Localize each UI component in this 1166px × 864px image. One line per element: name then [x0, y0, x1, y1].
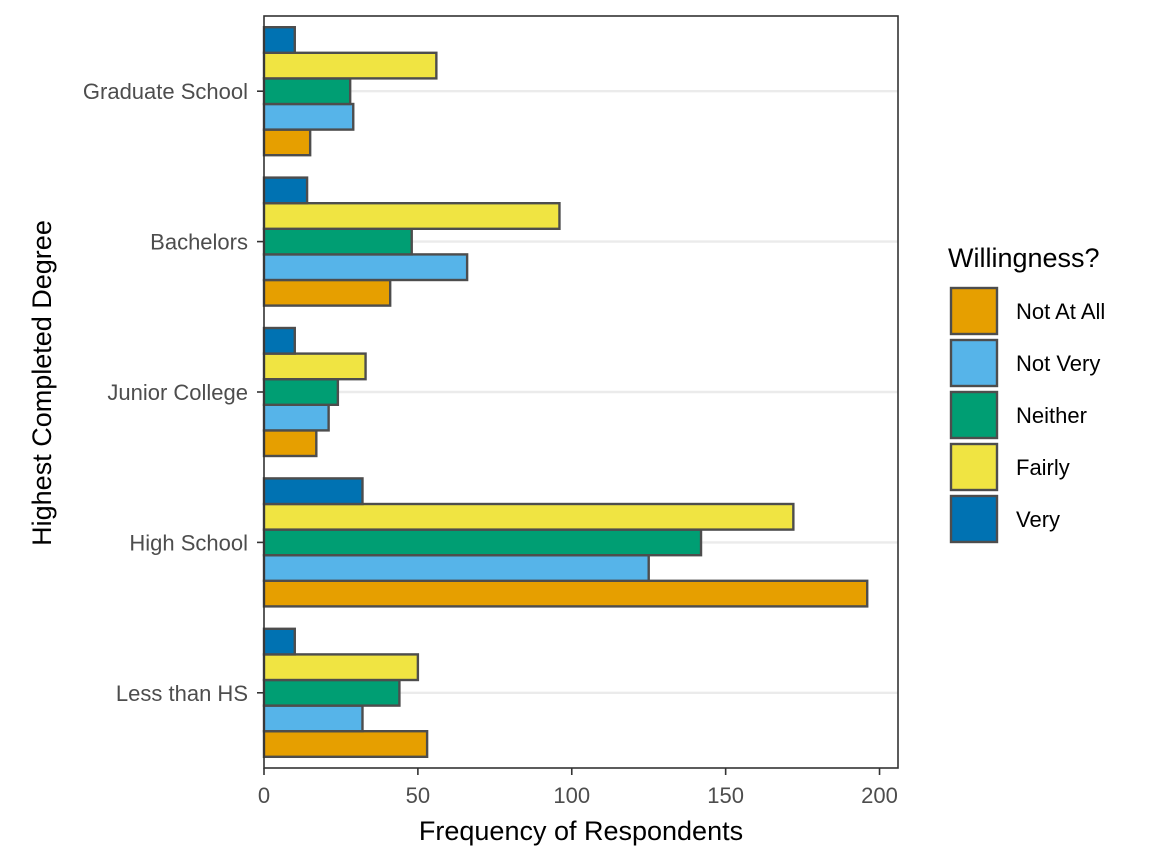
- bar: [262, 554, 650, 583]
- bar: [262, 528, 703, 557]
- legend-key: [949, 390, 999, 440]
- legend-key: [949, 442, 999, 492]
- legend: Willingness? Not At All Not Very Neither Fa…: [948, 243, 1105, 544]
- y-axis-title: Highest Completed Degree: [27, 220, 57, 546]
- legend-key: [949, 286, 999, 336]
- bar: [262, 653, 420, 682]
- bars: [262, 26, 869, 759]
- legend-label: Fairly: [1016, 455, 1070, 480]
- legend-key: [949, 338, 999, 388]
- y-axis: Less than HS High School Junior College Bac…: [83, 79, 264, 706]
- bar: [262, 227, 413, 256]
- legend-title: Willingness?: [948, 243, 1100, 273]
- bar: [262, 201, 561, 230]
- x-tick-label: 0: [258, 783, 270, 808]
- bar: [262, 627, 296, 656]
- legend-key: [949, 494, 999, 544]
- bar: [262, 502, 795, 531]
- legend-label: Very: [1016, 507, 1060, 532]
- legend-label: Neither: [1016, 403, 1087, 428]
- bar: [262, 26, 296, 55]
- y-tick-label: Junior College: [107, 380, 248, 405]
- bar: [262, 253, 469, 282]
- bar: [262, 403, 330, 432]
- x-axis: 0 50 100 150 200: [258, 768, 898, 808]
- x-tick-label: 150: [707, 783, 744, 808]
- x-axis-title: Frequency of Respondents: [419, 816, 743, 846]
- bar: [262, 77, 352, 106]
- bar: [262, 176, 309, 205]
- bar: [262, 352, 367, 381]
- y-tick-label: Less than HS: [116, 681, 248, 706]
- bar: [262, 378, 340, 407]
- y-tick-label: Bachelors: [150, 230, 248, 255]
- x-tick-label: 50: [406, 783, 430, 808]
- legend-label: Not At All: [1016, 299, 1105, 324]
- bar: [262, 429, 318, 458]
- bar: [262, 51, 438, 80]
- y-tick-label: High School: [129, 530, 248, 555]
- x-tick-label: 100: [553, 783, 590, 808]
- bar: [262, 730, 429, 759]
- x-tick-label: 200: [861, 783, 898, 808]
- bar: [262, 326, 296, 355]
- bar: [262, 477, 364, 506]
- bar: [262, 579, 869, 608]
- bar: [262, 678, 401, 707]
- bar: [262, 102, 355, 131]
- bar: [262, 128, 312, 157]
- y-tick-label: Graduate School: [83, 79, 248, 104]
- bar: [262, 704, 364, 733]
- legend-label: Not Very: [1016, 351, 1100, 376]
- bar: [262, 278, 392, 307]
